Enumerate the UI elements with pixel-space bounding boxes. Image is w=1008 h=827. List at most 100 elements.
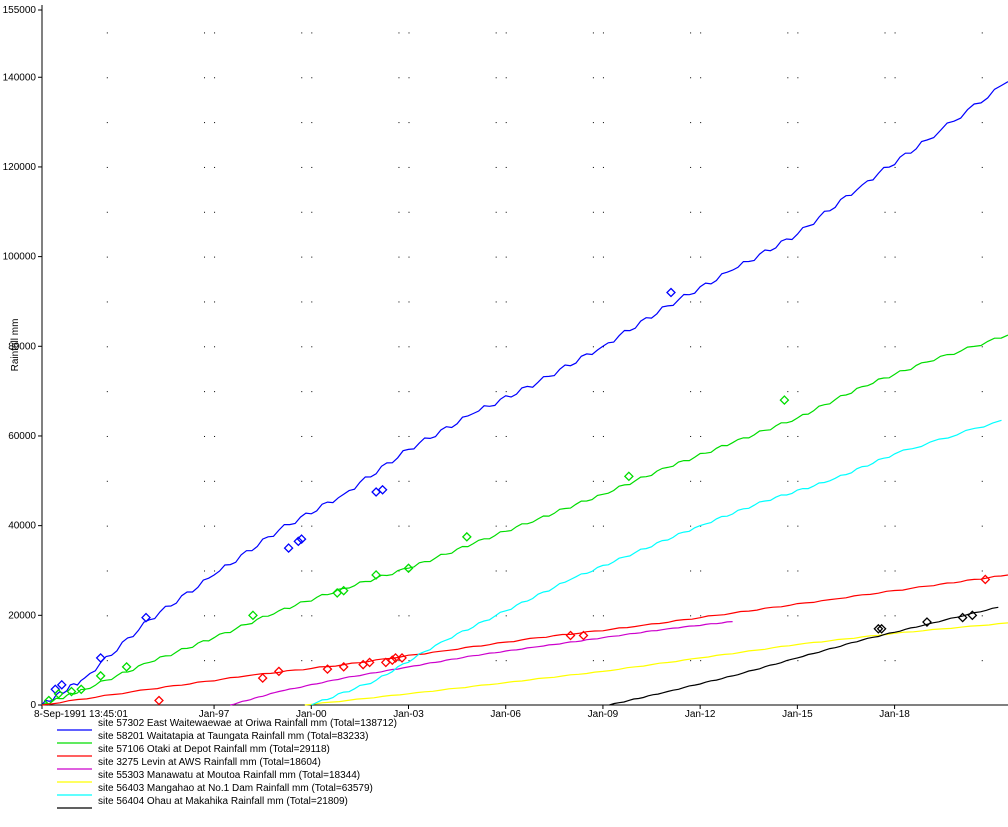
grid-dot <box>797 122 799 124</box>
y-ticks: 0 20000 40000 60000 80000 100000 120000 140000 1… <box>3 5 42 711</box>
legend-label: site 3275 Levin at AWS Rainfall mm (Tota… <box>98 757 321 768</box>
grid-dot <box>301 77 303 79</box>
grid-dot <box>311 122 313 124</box>
series-2 <box>41 574 1008 706</box>
grid-dot <box>505 346 507 348</box>
series-line <box>41 81 1008 706</box>
grid-dot <box>214 301 216 303</box>
grid-dot <box>787 301 789 303</box>
grid-dot <box>797 32 799 34</box>
grid-dot <box>214 256 216 258</box>
grid-dot <box>505 480 507 482</box>
grid-dot <box>894 32 896 34</box>
grid-dot <box>301 391 303 393</box>
grid-dot <box>398 301 400 303</box>
grid-dot <box>214 480 216 482</box>
grid-dot <box>602 32 604 34</box>
grid-dot <box>301 660 303 662</box>
grid-dot <box>787 166 789 168</box>
series-marker <box>387 655 398 666</box>
series-marker <box>666 287 676 298</box>
grid-dot <box>700 122 702 124</box>
grid-dot <box>592 256 594 258</box>
grid-dot <box>495 77 497 79</box>
grid-dot <box>981 166 983 168</box>
grid-dot <box>592 346 594 348</box>
grid-dot <box>301 615 303 617</box>
grid-dot <box>204 660 206 662</box>
series-group <box>41 81 1008 706</box>
grid-dot <box>602 480 604 482</box>
series-marker <box>461 531 472 542</box>
grid-dot <box>311 660 313 662</box>
grid-dot <box>787 346 789 348</box>
grid-dot <box>592 615 594 617</box>
grid-dot <box>602 166 604 168</box>
series-marker <box>141 612 151 623</box>
series-marker <box>273 666 284 677</box>
series-0 <box>41 81 1008 706</box>
series-line <box>41 574 1008 706</box>
series-line <box>304 622 1008 706</box>
grid-dot <box>700 615 702 617</box>
grid-dot <box>495 570 497 572</box>
y-tick-label: 155000 <box>3 5 37 16</box>
grid-dot <box>311 570 313 572</box>
x-tick-label: Jan-18 <box>879 709 910 720</box>
grid-dot <box>408 525 410 527</box>
grid-dot <box>602 301 604 303</box>
grid-dot <box>787 211 789 213</box>
grid-dot <box>700 211 702 213</box>
grid-dot <box>894 122 896 124</box>
grid-dot <box>602 435 604 437</box>
y-tick-label: 100000 <box>3 252 37 263</box>
grid-dot <box>495 525 497 527</box>
grid-dot <box>214 77 216 79</box>
grid-dot <box>884 301 886 303</box>
series-marker <box>578 630 589 641</box>
grid-dot <box>301 122 303 124</box>
grid-dot <box>301 211 303 213</box>
y-tick-label: 20000 <box>8 610 36 621</box>
series-marker <box>957 612 968 623</box>
grid-dot <box>981 77 983 79</box>
grid-dot <box>797 166 799 168</box>
grid-dot <box>301 346 303 348</box>
series-4 <box>304 622 1008 706</box>
series-marker <box>154 695 164 706</box>
grid-dot <box>106 435 108 437</box>
grid-dot <box>505 32 507 34</box>
y-tick-label: 0 <box>30 700 36 711</box>
legend-label: site 57106 Otaki at Depot Rainfall mm (T… <box>98 744 330 755</box>
series-marker <box>248 610 258 621</box>
x-tick-label: Jan-03 <box>393 709 424 720</box>
grid-dot <box>301 480 303 482</box>
grid-dot <box>398 525 400 527</box>
series-marker <box>876 623 887 634</box>
grid-dot <box>495 32 497 34</box>
grid-dot <box>787 32 789 34</box>
grid-dot <box>204 570 206 572</box>
legend: site 57302 East Waitewaewae at Oriwa Rai… <box>57 718 397 809</box>
grid-dots <box>106 32 983 662</box>
series-marker <box>66 686 77 697</box>
grid-dot <box>311 211 313 213</box>
grid-dot <box>602 525 604 527</box>
grid-dot <box>700 346 702 348</box>
grid-dot <box>884 480 886 482</box>
grid-dot <box>214 166 216 168</box>
grid-dot <box>204 211 206 213</box>
grid-dot <box>690 570 692 572</box>
series-marker <box>565 630 576 641</box>
grid-dot <box>408 391 410 393</box>
grid-dot <box>797 525 799 527</box>
grid-dot <box>505 570 507 572</box>
grid-dot <box>311 525 313 527</box>
grid-dot <box>884 391 886 393</box>
grid-dot <box>797 480 799 482</box>
grid-dot <box>505 660 507 662</box>
grid-dot <box>797 301 799 303</box>
grid-dot <box>106 480 108 482</box>
grid-dot <box>884 525 886 527</box>
